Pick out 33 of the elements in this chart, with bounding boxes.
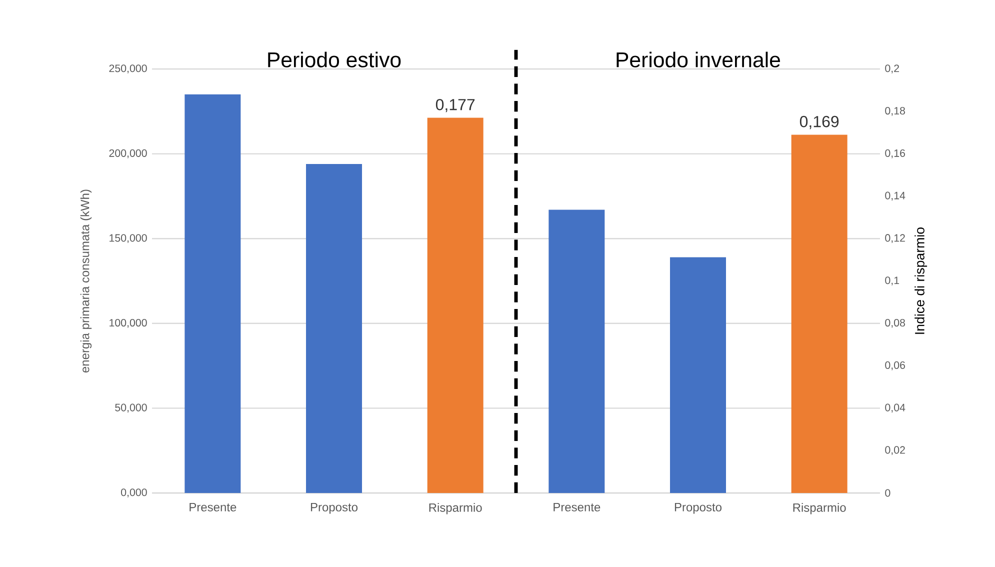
x-tick-label: Presente [190, 503, 236, 512]
y-tick-label: 100,000 [110, 318, 147, 328]
bar [184, 94, 241, 493]
bar [548, 210, 605, 493]
y-tick-label: 150,000 [110, 234, 147, 243]
x-tick-label: Presente [554, 503, 600, 512]
x-tick-label: Risparmio [429, 503, 482, 514]
y-axis-title: energia primaria consumata (kWh) [80, 190, 92, 373]
y2-tick-label: 0,08 [885, 318, 905, 328]
y2-tick-label: 0,02 [885, 446, 905, 455]
y2-tick-label: 0,12 [885, 234, 905, 243]
x-tick-label: Risparmio [793, 503, 846, 514]
y2-tick-label: 0 [885, 489, 890, 497]
y2-tick-label: 0,04 [885, 404, 906, 413]
y2-tick-label: 0,1 [885, 276, 900, 286]
bar [306, 164, 362, 493]
y2-axis-title: Indice di risparmio [914, 227, 928, 334]
y-tick-label: 50,000 [115, 404, 147, 413]
y2-tick-label: 0,06 [885, 361, 905, 370]
text: Periodo estivo [268, 52, 401, 68]
y2-tick-label: 0,16 [885, 149, 905, 158]
y-tick-label: 0,000 [121, 488, 147, 498]
data-label: 0,169 [800, 116, 839, 130]
x-tick-label: Proposto [674, 503, 722, 514]
data-label: 0,177 [436, 98, 475, 112]
y-tick-label: 200,000 [109, 149, 147, 158]
y2-tick-label: 0,14 [885, 192, 906, 201]
x-tick-label: Proposto [310, 503, 358, 514]
y2-tick-label: 0,2 [885, 64, 899, 74]
text: Periodo invernale [616, 52, 780, 68]
y-tick-label: 250,000 [109, 64, 147, 74]
bar [670, 257, 726, 493]
y2-tick-label: 0,18 [885, 106, 905, 116]
